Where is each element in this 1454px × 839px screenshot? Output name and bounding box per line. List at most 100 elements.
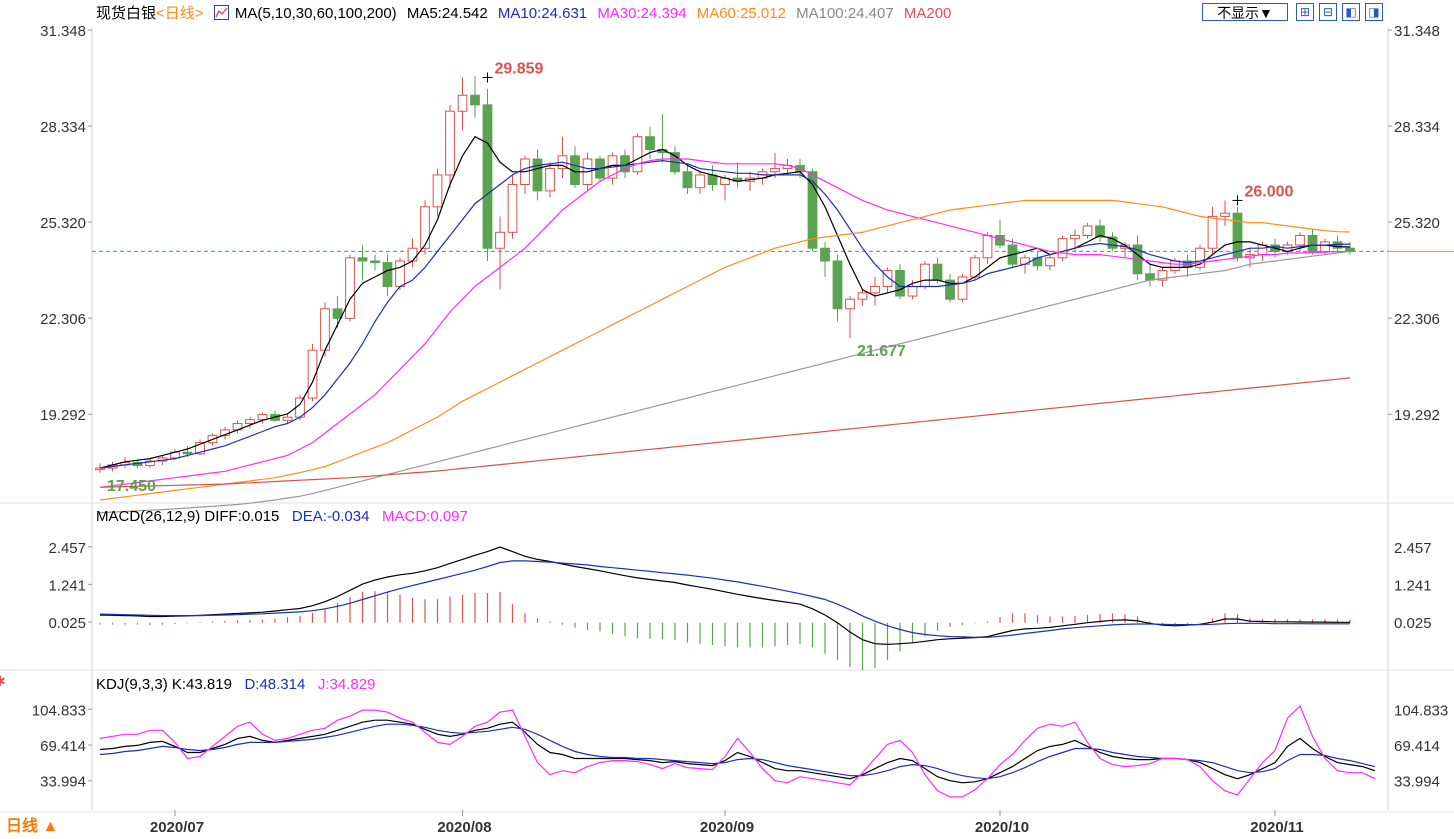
date-tick-label: 2020/11: [1250, 819, 1303, 836]
candle-body: [432, 174, 443, 208]
candle-body: [357, 257, 368, 262]
candle-body: [507, 183, 518, 233]
candle-body: [920, 263, 930, 287]
chart-header: 现货白银<日线> MA(5,10,30,60,100,200) MA5:24.5…: [96, 5, 957, 23]
kdj-d-line: [99, 723, 1376, 780]
kdj-title: KDJ(9,3,3): [96, 676, 168, 693]
candle-body: [532, 158, 543, 192]
kdj-tick-label-right: 69.414: [1394, 738, 1440, 755]
kdj-j-value: J:34.829: [317, 676, 376, 693]
price-tick-label-left: 22.306: [40, 311, 86, 328]
ma-settings-icon[interactable]: [213, 5, 229, 20]
candle-body: [845, 298, 855, 310]
hide-indicators-button[interactable]: 不显示▼: [1202, 3, 1288, 21]
scroll-right-icon[interactable]: ◨: [1365, 3, 1383, 21]
candle-body: [770, 168, 780, 173]
price-tick-label-left: 31.348: [40, 23, 86, 40]
candle-body: [682, 171, 693, 189]
candle-body: [995, 234, 1005, 246]
candle-body: [382, 262, 393, 287]
price-tick-label-right: 22.306: [1394, 311, 1440, 328]
candle-body: [1070, 234, 1080, 240]
candle-body: [1320, 241, 1330, 252]
candle-body: [895, 270, 905, 297]
candle-body: [982, 234, 993, 259]
candle-body: [495, 231, 505, 249]
zoom-out-icon[interactable]: ⊟: [1319, 3, 1337, 21]
period-toggle-button[interactable]: 日线 ▲: [6, 818, 59, 835]
candle-body: [182, 451, 193, 455]
date-tick-label: 2020/09: [700, 819, 754, 836]
candle-body: [1157, 270, 1168, 281]
candle-body: [545, 168, 555, 192]
candle-body: [1195, 247, 1205, 268]
candle-body: [857, 292, 868, 300]
scroll-left-icon[interactable]: ◧: [1342, 3, 1360, 21]
annotation-high-label: 29.859: [495, 60, 544, 77]
ma30-value: MA30:24.394: [597, 5, 687, 22]
candle-body: [632, 136, 643, 173]
candle-body: [470, 94, 480, 106]
price-tick-label-right: 25.320: [1394, 215, 1440, 232]
candle-body: [820, 247, 830, 262]
annotation-low-label: 17.450: [107, 478, 156, 495]
macd-header: MACD(26,12,9) DIFF:0.015 DEA:-0.034 MACD…: [96, 508, 468, 526]
date-tick-label: 2020/08: [437, 819, 491, 836]
candle-body: [1057, 238, 1068, 259]
annotation-high-label: 26.000: [1245, 183, 1294, 200]
ma-params: MA(5,10,30,60,100,200): [234, 5, 397, 22]
ma-line-ma10: [99, 159, 1351, 469]
price-tick-label-left: 25.320: [40, 215, 86, 232]
candle-body: [420, 206, 430, 249]
candle-body: [332, 308, 343, 319]
ma-line-ma100: [99, 250, 1351, 514]
candle-body: [407, 247, 418, 262]
candle-body: [1170, 260, 1180, 272]
candle-body: [395, 260, 405, 287]
macd-tick-label-left: 1.241: [48, 577, 86, 594]
candle-body: [807, 171, 818, 249]
crosshair-icon: ✱: [0, 672, 6, 690]
candle-body: [957, 276, 968, 300]
macd-title: MACD(26,12,9): [96, 508, 201, 525]
candle-body: [1207, 215, 1218, 249]
instrument-name: 现货白银: [96, 5, 157, 22]
price-tick-label-left: 19.292: [40, 407, 86, 424]
macd-tick-label-left: 2.457: [48, 540, 86, 557]
macd-tick-label-right: 1.241: [1394, 577, 1432, 594]
candle-body: [870, 285, 880, 294]
candle-body: [1220, 212, 1230, 217]
kdj-k-line: [99, 719, 1376, 784]
price-tick-label-right: 28.334: [1394, 119, 1440, 136]
kdj-tick-label-right: 33.994: [1394, 774, 1440, 791]
candle-body: [1345, 247, 1355, 252]
ma-line-ma5: [99, 135, 1351, 469]
zoom-in-icon[interactable]: ⊞: [1296, 3, 1314, 21]
annotation-low-label: 21.677: [857, 343, 906, 360]
candle-body: [1045, 257, 1055, 267]
period-link[interactable]: <日线>: [156, 5, 204, 22]
candle-body: [645, 136, 655, 150]
macd-dea-value: DEA:-0.034: [291, 508, 370, 525]
ma10-value: MA10:24.631: [497, 5, 588, 22]
kdj-k-value: K:43.819: [171, 676, 232, 693]
kdj-j-line: [99, 705, 1376, 798]
date-tick-label: 2020/07: [150, 819, 204, 836]
macd-tick-label-left: 0.025: [48, 615, 86, 632]
price-tick-label-right: 31.348: [1394, 23, 1440, 40]
candle-body: [195, 442, 205, 455]
candle-body: [95, 467, 105, 471]
ma200-value: MA200: [903, 5, 952, 22]
candle-body: [707, 174, 718, 185]
ma-line-ma200: [99, 377, 1351, 488]
macd-hist-value: MACD:0.097: [381, 508, 468, 525]
ma60-value: MA60:25.012: [696, 5, 786, 22]
kdj-tick-label-right: 104.833: [1394, 702, 1448, 719]
ma5-value: MA5:24.542: [406, 5, 488, 22]
candle-body: [1107, 236, 1118, 249]
price-tick-label-right: 19.292: [1394, 407, 1440, 424]
date-tick-label: 2020/10: [975, 819, 1029, 836]
candle-body: [282, 416, 293, 421]
macd-tick-label-right: 0.025: [1394, 615, 1432, 632]
